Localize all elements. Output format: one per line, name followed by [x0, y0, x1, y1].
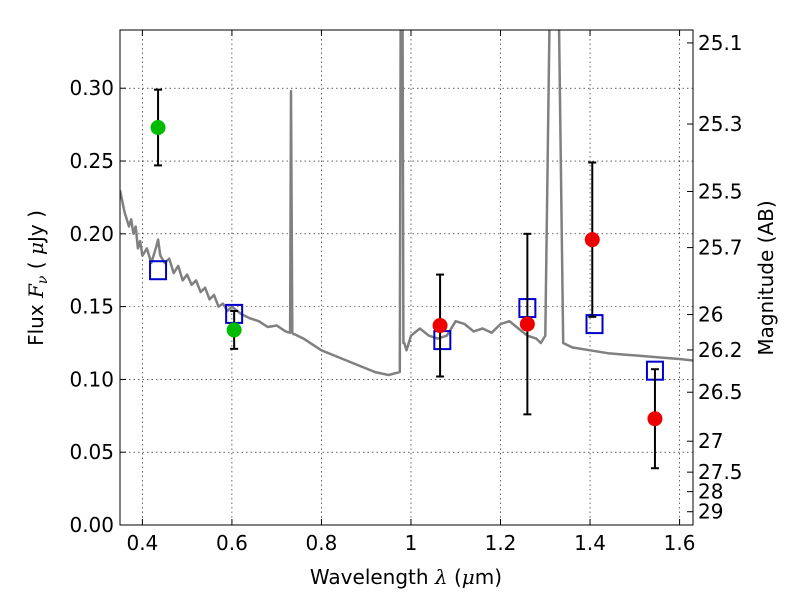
- mag-tick-label: 26.5: [698, 380, 743, 404]
- model-point-square: [585, 314, 604, 335]
- plot-area: [120, 30, 693, 470]
- mag-tick-label: 25.3: [698, 112, 743, 136]
- x-tick-label: 0.8: [306, 531, 338, 555]
- x-tick-label: 1.4: [574, 531, 606, 555]
- y-tick-label: 0.00: [69, 513, 114, 537]
- mag-tick-label: 25.7: [698, 236, 743, 260]
- data-point-circle: [432, 318, 448, 334]
- plot-frame: [119, 29, 694, 526]
- y-tick-label: 0.10: [69, 367, 114, 391]
- mag-tick-label: 28: [698, 480, 723, 504]
- grid-lines: [120, 30, 693, 526]
- y-tick-label: 0.15: [69, 295, 114, 319]
- y-tick-label: 0.20: [69, 222, 114, 246]
- mag-tick-label: 29: [698, 500, 723, 524]
- mag-tick-label: 27.5: [698, 460, 743, 484]
- data-point-circle: [150, 120, 166, 136]
- x-tick-label: 0.4: [126, 531, 158, 555]
- y-tick-label: 0.30: [69, 76, 114, 100]
- x-tick-label: 0.6: [216, 531, 248, 555]
- x-axis-title: Wavelength λ (μm): [310, 565, 502, 589]
- y2-axis-title: Magnitude (AB): [754, 200, 778, 355]
- model-point-square: [149, 260, 168, 281]
- tick-marks: [120, 30, 693, 526]
- mag-tick-label: 26.2: [698, 338, 743, 362]
- data-point-circle: [584, 232, 600, 248]
- x-tick-label: 1: [405, 531, 418, 555]
- x-tick-label: 1.2: [485, 531, 517, 555]
- x-tick-label: 1.6: [664, 531, 696, 555]
- mag-tick-label: 25.1: [698, 31, 743, 55]
- data-point-circle: [647, 411, 663, 427]
- mag-tick-label: 26: [698, 303, 723, 327]
- data-point-circle: [519, 316, 535, 332]
- mag-tick-label: 27: [698, 429, 723, 453]
- tick-labels: 0.4 0.6 0.8 1 1.2 1.4 1.6 0.00 0.05 0.10 0.15 0.20 0…: [69, 31, 742, 555]
- mag-tick-label: 25.5: [698, 179, 743, 203]
- y-tick-label: 0.05: [69, 440, 114, 464]
- y-tick-label: 0.25: [69, 149, 114, 173]
- data-point-circle: [226, 322, 242, 338]
- y-axis-title: Flux Fν ( μJy ): [24, 210, 51, 346]
